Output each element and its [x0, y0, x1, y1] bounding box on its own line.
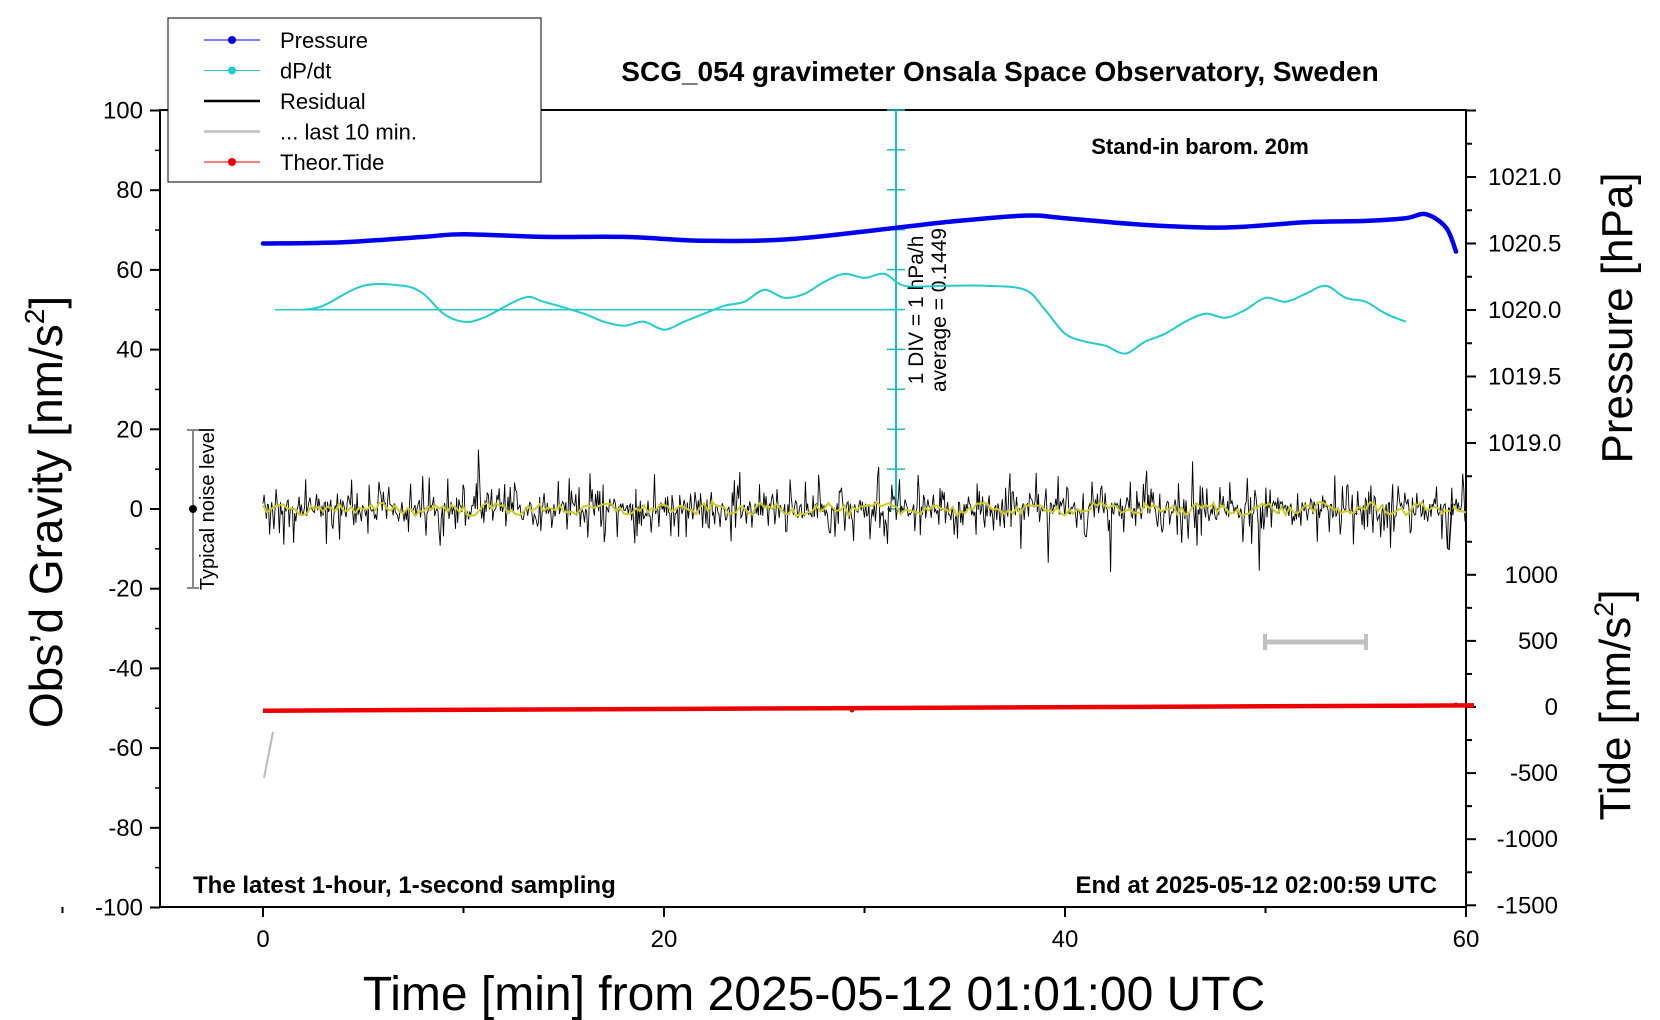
legend-item: dP/dt	[204, 59, 331, 84]
barometer-note: Stand-in barom. 20m	[1091, 134, 1309, 159]
noise-level-indicator: Typical noise level	[187, 428, 219, 590]
x-tick-label: 20	[651, 926, 678, 953]
legend-item: Theor.Tide	[204, 150, 384, 175]
legend-swatch-dot	[228, 36, 236, 44]
end-time-note: End at 2025-05-12 02:00:59 UTC	[1076, 872, 1438, 899]
x-tick-label: 40	[1052, 926, 1079, 953]
pressure-tick-label: 1019.0	[1488, 430, 1561, 457]
tide-tick-label: 500	[1518, 628, 1558, 655]
left-tick-label: -20	[108, 576, 143, 603]
x-tick-label: 60	[1453, 926, 1480, 953]
legend-label: Residual	[280, 89, 366, 114]
left-tick-label: 60	[116, 257, 143, 284]
legend: Pressure dP/dt Residual ... last 10 min. The…	[167, 17, 542, 183]
tide-tick-label: -1500	[1497, 892, 1558, 919]
legend-label: ... last 10 min.	[280, 120, 417, 145]
legend-label: dP/dt	[280, 59, 331, 84]
scale-div-label: 1 DIV = 1 hPa/h	[905, 236, 928, 385]
tide-tick-label: 0	[1545, 694, 1558, 721]
left-tick-label: 80	[116, 177, 143, 204]
residual-mean-line	[262, 500, 1467, 519]
left-tick-label: -60	[108, 735, 143, 762]
tide-tick-label: -1000	[1497, 826, 1558, 853]
left-tick-label: 0	[130, 496, 143, 523]
dpdt-scale-annotation: 1 DIV = 1 hPa/h average = 0.1449	[905, 228, 951, 392]
last10-tail-fragment	[263, 731, 274, 779]
pressure-tick-label: 1019.5	[1488, 364, 1561, 391]
x-axis: 020406080100120	[61, 907, 1480, 953]
legend-item: ... last 10 min.	[204, 120, 417, 145]
tide-tail-fragment	[1453, 702, 1459, 708]
legend-label: Theor.Tide	[280, 150, 384, 175]
legend-label: Pressure	[280, 28, 368, 53]
left-tick-label: -80	[108, 815, 143, 842]
left-axis-label: Obs’d Gravity [nm/s2]	[19, 296, 72, 728]
x-axis-label: Time [min] from 2025-05-12 01:01:00 UTC	[363, 968, 1266, 1020]
pressure-axis-label: Pressure [hPa]	[1593, 172, 1642, 463]
left-tick-label: -100	[95, 895, 143, 922]
pressure-tick-label: 1020.0	[1488, 297, 1561, 324]
pressure-tick-label: 1021.0	[1488, 164, 1561, 191]
legend-swatch-dot	[228, 66, 236, 75]
dpdt-line	[302, 272, 1407, 355]
left-tick-label: -40	[108, 655, 143, 682]
pressure-tick-label: 1020.5	[1488, 231, 1561, 258]
chart-title: SCG_054 gravimeter Onsala Space Observat…	[621, 56, 1378, 87]
legend-item: Residual	[204, 89, 366, 114]
tide-axis: -1500 -1000 -500 0 500 1000	[1466, 540, 1558, 919]
pressure-axis: 1019.0 1019.5 1020.0 1020.5 1021.0	[1465, 109, 1561, 907]
residual-line	[262, 449, 1467, 573]
tide-end-point	[849, 707, 855, 713]
left-tick-label: 40	[116, 337, 143, 364]
noise-level-label: Typical noise level	[197, 428, 219, 590]
left-tick-label: 20	[116, 416, 143, 443]
left-axis: -100 -80 -60 -40 -20 0 20 40 60 80 100	[95, 98, 160, 922]
scale-average-label: average = 0.1449	[928, 228, 951, 392]
residual-tail-fragment	[1448, 503, 1453, 551]
sampling-note: The latest 1-hour, 1-second sampling	[193, 872, 616, 899]
series-layer	[260, 211, 1475, 713]
left-tick-label: 100	[103, 98, 143, 125]
tide-tick-label: 1000	[1505, 562, 1558, 589]
pressure-line	[260, 211, 1459, 254]
tide-tick-label: -500	[1510, 760, 1558, 787]
legend-swatch-dot	[228, 158, 236, 166]
x-tick-label: 0	[256, 926, 269, 953]
legend-item: Pressure	[204, 28, 368, 53]
tide-axis-label: Tide [nm/s2]	[1589, 589, 1640, 820]
tide-line	[262, 703, 1475, 713]
